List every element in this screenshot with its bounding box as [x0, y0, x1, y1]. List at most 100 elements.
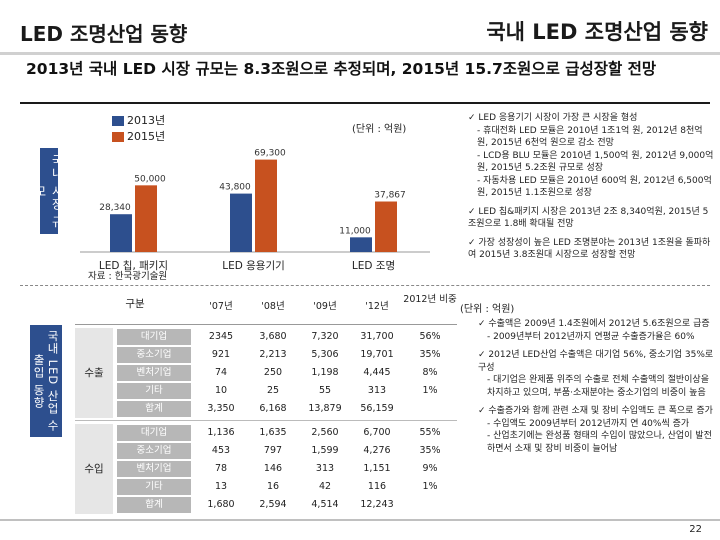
legend-label-2015: 2015년 [127, 130, 166, 143]
table-cell-1-0-3: 6,700 [363, 427, 391, 438]
table-note-1: - 2009년부터 2012년까지 연평균 수출증가율은 60% [487, 331, 695, 342]
table-header-divider [75, 324, 457, 325]
table-cell-share-0-2: 8% [422, 367, 438, 378]
note-text: 수출증가와 함께 관련 소재 및 장비 수입액도 큰 폭으로 증가 [488, 406, 713, 416]
table-cell-share-1-2: 9% [422, 463, 438, 474]
table-cell-1-2-2: 313 [315, 463, 335, 474]
table-cell-1-3-2: 42 [318, 481, 332, 492]
data-label-2013-1: 43,800 [219, 183, 251, 193]
table-row-name: 대기업 [117, 425, 191, 441]
table-cell-0-3-2: 55 [318, 385, 332, 396]
table-cell-1-1-3: 4,276 [363, 445, 391, 456]
export-import-side-label-text: 국내 LED 산업 수출입 동향 [32, 330, 60, 432]
category-label-2: LED 조명 [352, 260, 395, 272]
headline-underline [20, 102, 710, 104]
table-cell-0-4-3: 56,159 [360, 403, 394, 414]
headline: 2013년 국내 LED 시장 규모는 8.3조원으로 추정되며, 2015년 … [26, 60, 657, 78]
table-note-5: - 수입액도 2009년부터 2012년까지 연 40%씩 증가 [487, 418, 690, 429]
table-cell-0-2-0: 74 [214, 367, 228, 378]
table-cell-0-2-3: 4,445 [363, 367, 391, 378]
bar-2015-0 [135, 185, 157, 252]
chart-note-1: - 휴대전화 LED 모듈은 2010년 1조1억 원, 2012년 8천억 원… [477, 125, 703, 149]
page-title: 국내 LED 조명산업 동향 [486, 20, 708, 44]
table-note-0: ✓ 수출액은 2009년 1.4조원에서 2012년 5.6조원으로 급증 [478, 318, 716, 331]
table-group-bg-1 [75, 424, 113, 514]
table-cell-share-1-3: 1% [422, 481, 438, 492]
table-group-bg-0 [75, 328, 113, 418]
note-text: LED 응용기기 시장이 가장 큰 시장을 형성 [478, 113, 638, 123]
table-cell-share-0-3: 1% [422, 385, 438, 396]
market-size-side-label-text: 국내 시장 규모 [33, 153, 64, 229]
legend-2013: 2013년 [112, 112, 165, 128]
legend-2015: 2015년 [112, 128, 165, 144]
table-cell-1-4-0: 1,680 [207, 499, 235, 510]
note-text: 수출액은 2009년 1.4조원에서 2012년 5.6조원으로 급증 [488, 319, 710, 329]
table-cell-0-3-1: 25 [266, 385, 280, 396]
table-header-year-1: '08년 [261, 301, 285, 312]
legend-swatch-2015 [112, 132, 124, 142]
data-label-2013-2: 11,000 [339, 226, 371, 236]
table-note-6: - 산업초기에는 완성품 형태의 수입이 많았으나, 산업이 발전하면서 소재 … [487, 431, 712, 454]
chart-note-2: - LCD용 BLU 모듈은 2010년 1,500억 원, 2012년 9,0… [477, 150, 714, 174]
table-cell-1-2-1: 146 [263, 463, 283, 474]
note-text: LED 칩&패키지 시장은 2013년 2조 8,340억원, 2015년 5조… [468, 206, 709, 230]
table-row-name: 벤처기업 [117, 365, 191, 381]
check-icon: ✓ [478, 406, 489, 416]
chart-note-4: ✓ LED 칩&패키지 시장은 2013년 2조 8,340억원, 2015년 … [468, 206, 714, 231]
note-text: 가장 성장성이 높은 LED 조명분야는 2013년 1조원을 돌파하여 201… [468, 237, 711, 261]
export-import-table: 구분 '07년 '08년 '09년 '12년 2012년 비중 수출 대기업 2345 3,680… [75, 290, 457, 514]
table-cell-1-0-2: 2,560 [311, 427, 339, 438]
category-label-1: LED 응용기기 [222, 260, 285, 272]
footer-bar [0, 519, 720, 521]
table-cell-0-3-3: 313 [367, 385, 387, 396]
table-cell-share-1-4 [403, 496, 457, 514]
table-cell-0-3-0: 10 [214, 385, 228, 396]
page-number: 22 [689, 524, 702, 535]
note-text: 2012년 LED산업 수출액은 대기업 56%, 중소기업 35%로 구성 [478, 350, 714, 373]
table-cell-share-0-0: 56% [419, 331, 441, 342]
table-cell-0-0-2: 7,320 [311, 331, 339, 342]
table-cell-0-0-0: 2345 [208, 331, 234, 342]
table-row-name: 벤처기업 [117, 461, 191, 477]
table-cell-share-1-0: 55% [419, 427, 441, 438]
chart-unit: (단위 : 억원) [352, 124, 407, 135]
table-cell-1-4-2: 4,514 [311, 499, 339, 510]
data-label-2015-2: 37,867 [374, 191, 406, 201]
chart-notes: ✓ LED 응용기기 시장이 가장 큰 시장을 형성 - 휴대전화 LED 모듈은… [468, 112, 714, 262]
export-import-side-label: 국내 LED 산업 수출입 동향 [30, 325, 62, 437]
table-group-label-0: 수출 [84, 367, 104, 379]
table-cell-0-1-0: 921 [211, 349, 231, 360]
table-cell-1-4-3: 12,243 [360, 499, 394, 510]
table-cell-1-0-0: 1,136 [207, 427, 235, 438]
table-note-2: ✓ 2012년 LED산업 수출액은 대기업 56%, 중소기업 35%로 구성 [478, 349, 716, 374]
section-divider [20, 285, 710, 286]
chart-note-3: - 자동차용 LED 모듈은 2010년 600억 원, 2012년 6,500… [477, 175, 712, 199]
table-note-3: - 대기업은 완제품 위주의 수출로 전체 수출액의 절반이상을 차지하고 있으… [487, 375, 709, 398]
table-header-year-0: '07년 [209, 301, 233, 312]
table-group-label-1: 수입 [84, 463, 104, 475]
table-header-weight: 2012년 비중 [403, 294, 457, 305]
header-divider [0, 52, 720, 55]
table-note-4: ✓ 수출증가와 함께 관련 소재 및 장비 수입액도 큰 폭으로 증가 [478, 405, 716, 418]
table-cell-1-3-1: 16 [266, 481, 280, 492]
table-cell-1-4-1: 2,594 [259, 499, 287, 510]
table-header-year-2: '09년 [313, 301, 337, 312]
data-label-2015-0: 50,000 [134, 174, 166, 184]
table-cell-1-3-0: 13 [214, 481, 228, 492]
chart-source: 자료 : 한국광기술원 [88, 271, 168, 282]
table-cell-0-1-2: 5,306 [311, 349, 339, 360]
check-icon: ✓ [468, 206, 479, 217]
table-cell-0-1-1: 2,213 [259, 349, 287, 360]
table-cell-0-2-2: 1,198 [311, 367, 339, 378]
table-row-name: 중소기업 [117, 347, 191, 363]
table-notes: ✓ 수출액은 2009년 1.4조원에서 2012년 5.6조원으로 급증 - 2… [478, 318, 716, 455]
data-label-2015-1: 69,300 [254, 149, 286, 159]
table-cell-share-1-1: 35% [419, 445, 441, 456]
table-cell-0-0-3: 31,700 [360, 331, 394, 342]
table-cell-share-0-4 [403, 400, 457, 418]
table-row-name: 기타 [117, 383, 191, 399]
table-cell-0-4-1: 6,168 [259, 403, 287, 414]
table-row-name: 대기업 [117, 329, 191, 345]
table-header-year-3: '12년 [365, 301, 389, 312]
bar-2013-1 [230, 193, 252, 252]
